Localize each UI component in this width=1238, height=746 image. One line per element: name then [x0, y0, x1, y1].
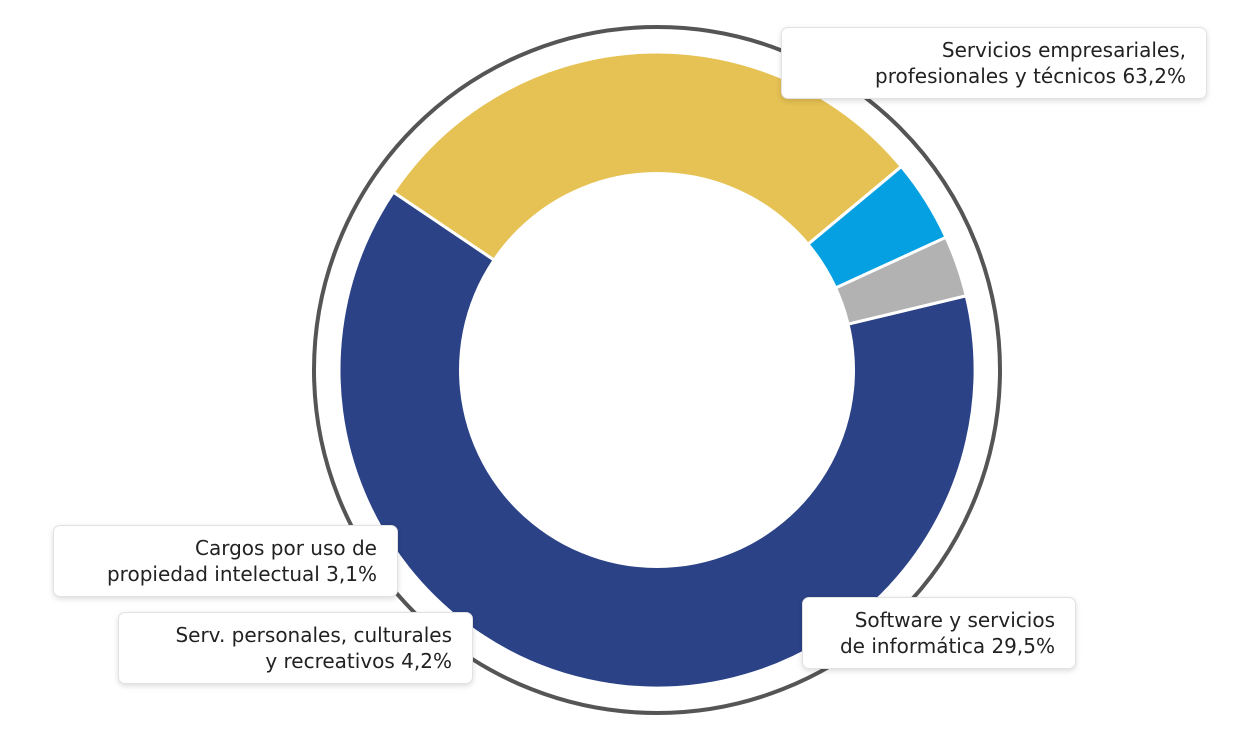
donut-hole [459, 172, 855, 568]
slice-label-line: Serv. personales, culturales [175, 623, 452, 647]
slice-label-line: y recreativos 4,2% [265, 649, 452, 673]
slice-label-software: Software y servicios de informática 29,5… [802, 597, 1076, 669]
slice-label-cargos-propiedad: Cargos por uso de propiedad intelectual … [53, 525, 398, 597]
slice-label-serv-personales: Serv. personales, culturales y recreativ… [118, 612, 473, 684]
slice-label-line: Servicios empresariales, [941, 38, 1186, 62]
slice-label-line: de informática 29,5% [839, 634, 1055, 658]
slice-label-line: Software y servicios [854, 608, 1055, 632]
slice-label-line: propiedad intelectual 3,1% [106, 562, 377, 586]
slice-label-line: profesionales y técnicos 63,2% [875, 64, 1186, 88]
slice-label-servicios-empresariales: Servicios empresariales, profesionales y… [781, 27, 1207, 99]
slices-group [337, 50, 977, 690]
slice-label-line: Cargos por uso de [194, 536, 377, 560]
